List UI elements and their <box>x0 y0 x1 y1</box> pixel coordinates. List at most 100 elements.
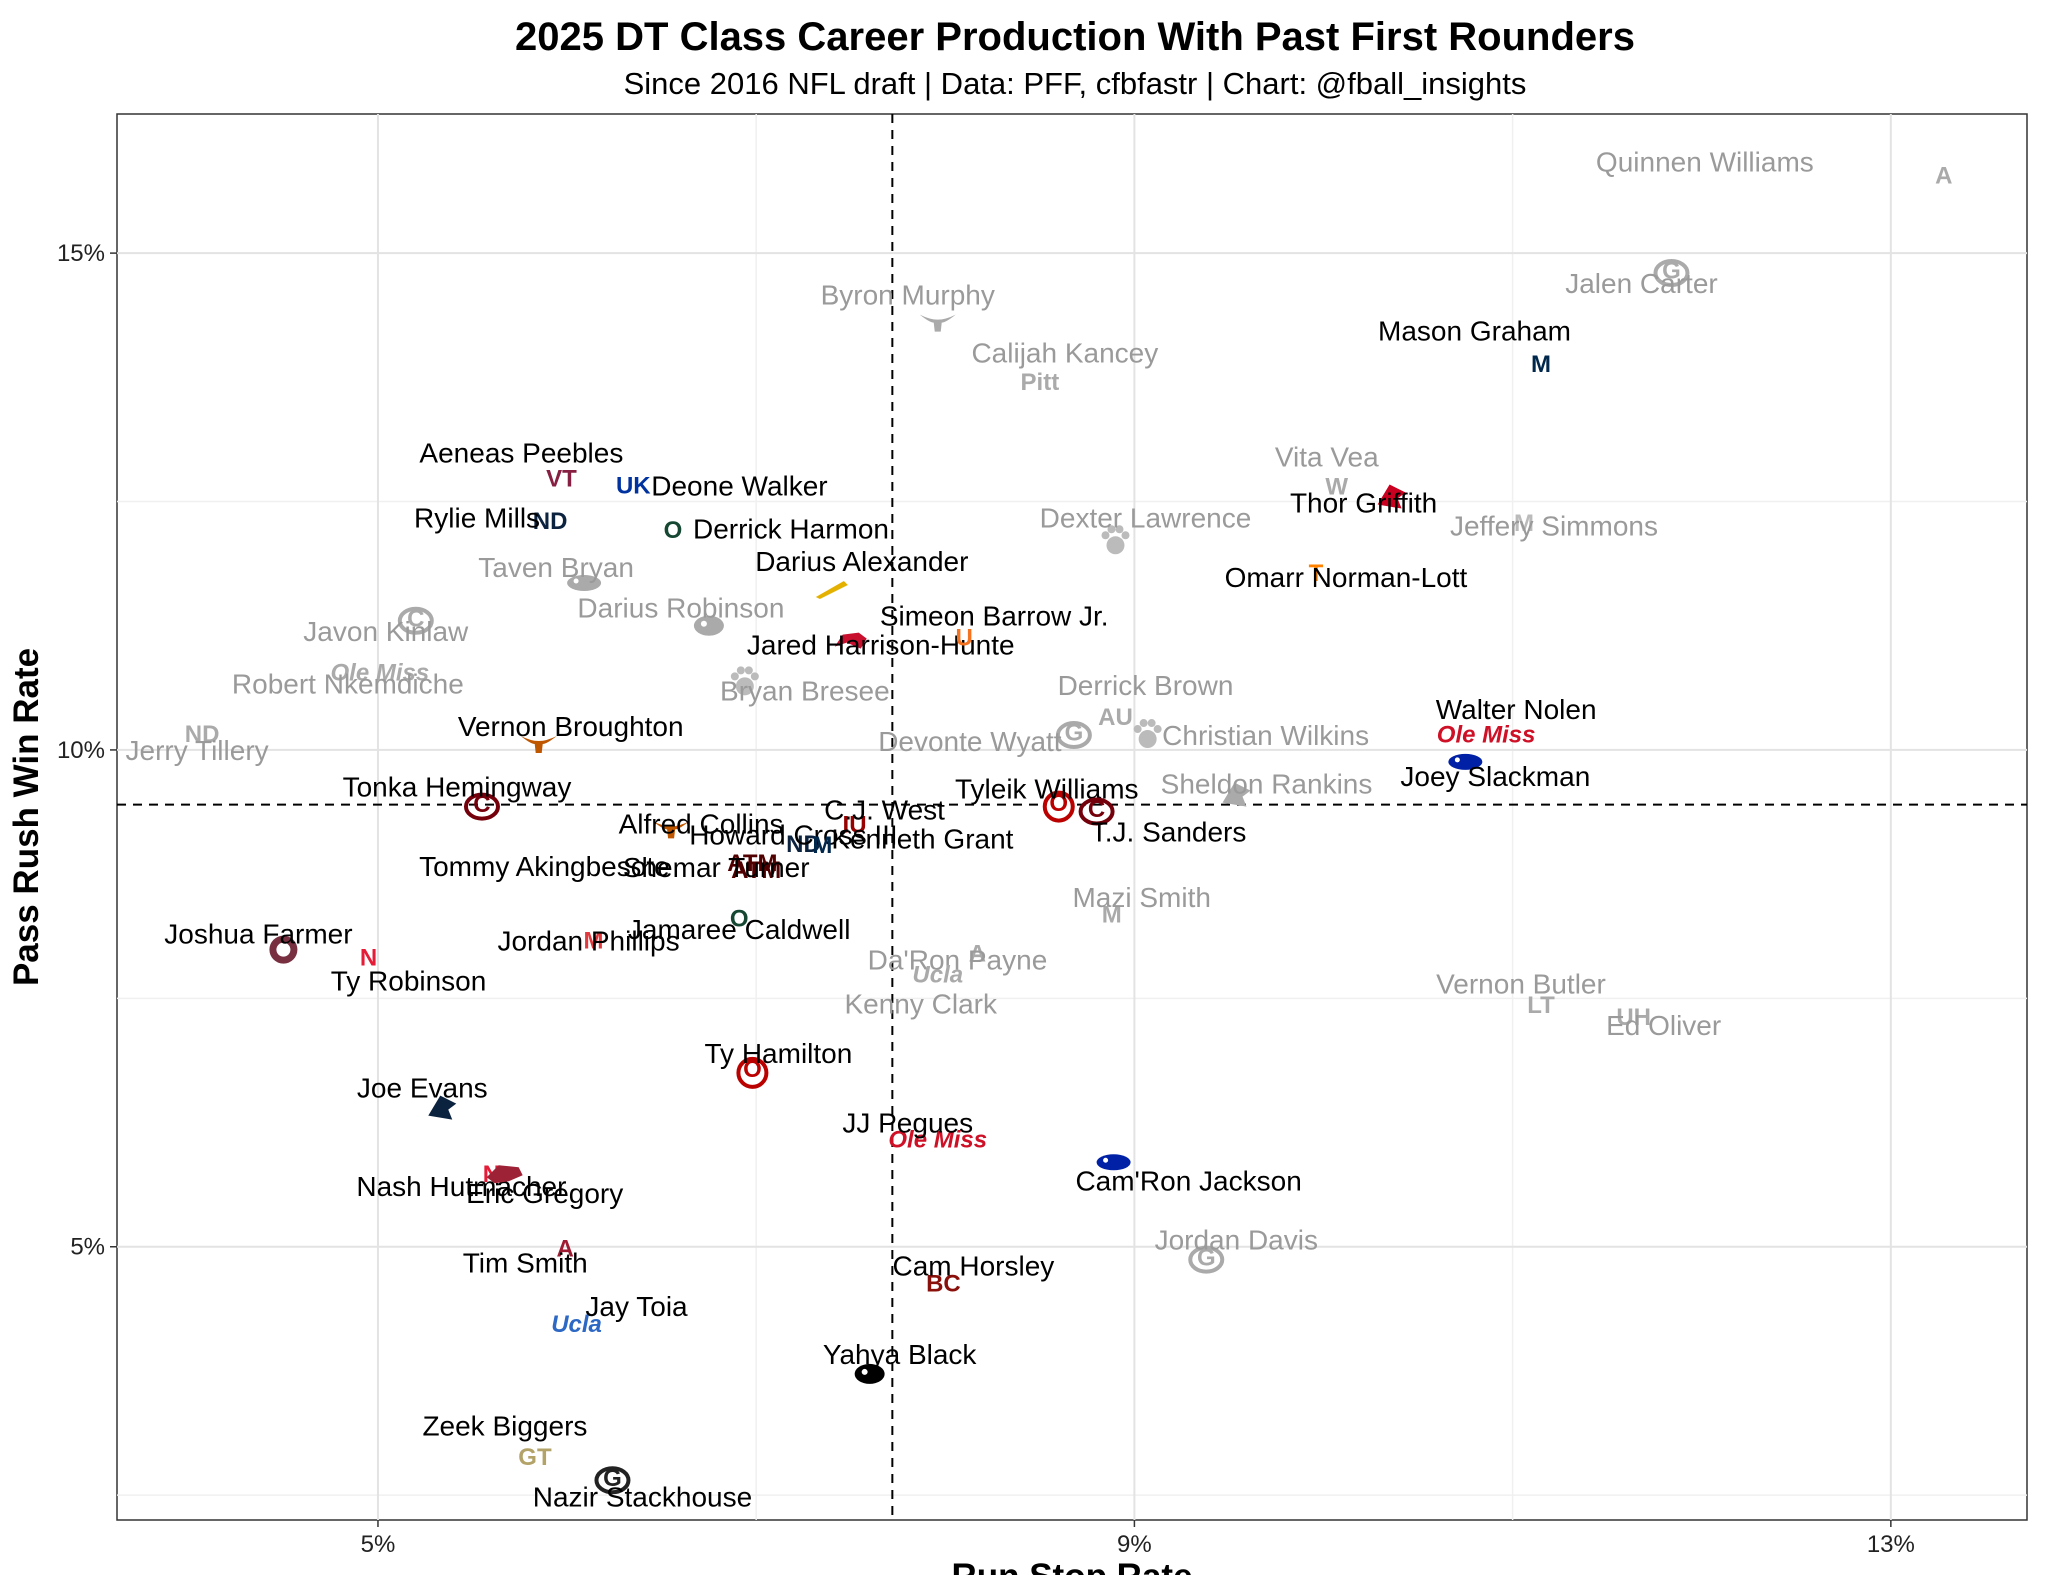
logo-glyph: T <box>1309 560 1324 587</box>
school-logo-icon: UH <box>1616 1004 1651 1031</box>
chart-subtitle: Since 2016 NFL draft | Data: PFF, cfbfas… <box>624 66 1527 101</box>
logo-glyph: G <box>1065 720 1084 747</box>
logo-glyph: M <box>812 832 832 859</box>
logo-shape <box>573 578 579 584</box>
school-logo-icon: G <box>594 1465 631 1495</box>
logo-glyph: W <box>1325 473 1348 500</box>
point-label: Christian Wilkins <box>1162 720 1369 751</box>
logo-glyph: A <box>1935 162 1952 189</box>
school-logo-icon: IU <box>843 811 867 838</box>
school-logo-icon <box>815 580 848 599</box>
school-logo-icon: G <box>1653 258 1690 287</box>
logo-glyph: UK <box>616 472 651 499</box>
point-label: Jamaree Caldwell <box>628 914 851 945</box>
logo-glyph: IU <box>843 811 867 838</box>
point-label: Zeek Biggers <box>422 1410 587 1441</box>
school-logo-icon: M <box>1514 510 1534 537</box>
point-label: Vita Vea <box>1275 442 1379 473</box>
school-logo-icon: A <box>557 1236 574 1263</box>
point-label: Da'Ron Payne <box>868 945 1048 976</box>
y-tick-label: 15% <box>57 240 105 267</box>
logo-shape <box>653 821 690 839</box>
school-logo-icon <box>1448 753 1483 770</box>
logo-glyph: ATM <box>731 857 781 884</box>
school-logo-icon <box>919 314 956 332</box>
school-logo-icon <box>1133 719 1162 749</box>
logo-shape <box>736 666 745 675</box>
logo-shape <box>854 1363 885 1384</box>
point-label: Joshua Farmer <box>164 919 352 950</box>
logo-glyph: A <box>557 1236 574 1263</box>
logo-shape <box>1106 536 1125 555</box>
logo-glyph: Ole Miss <box>1437 721 1536 748</box>
point-label: Jordan Davis <box>1155 1225 1318 1256</box>
logo-shape <box>1454 757 1460 763</box>
x-tick-label: 5% <box>361 1531 396 1558</box>
school-logo-icon: A <box>1935 162 1952 189</box>
logo-glyph: ND <box>786 831 821 858</box>
logo-glyph: VT <box>546 465 577 492</box>
point-label: Devonte Wyatt <box>878 726 1062 757</box>
reference-lines <box>117 114 2027 1520</box>
school-logo-icon <box>834 632 867 649</box>
point-label: Jay Toia <box>585 1291 688 1322</box>
logo-shape <box>1188 1245 1225 1274</box>
point-label: Taven Bryan <box>478 552 634 583</box>
logo-shape <box>1138 730 1157 749</box>
logo-shape <box>1107 525 1116 534</box>
school-logo-icon: UK <box>616 472 651 499</box>
school-logo-icon: Ole Miss <box>888 1127 987 1154</box>
point-label: Joey Slackman <box>1400 761 1590 792</box>
logo-shape <box>1653 258 1690 287</box>
school-logo-icon: Ucla <box>912 961 963 988</box>
point-label: Yahya Black <box>823 1339 978 1370</box>
logo-shape <box>815 580 848 599</box>
logo-shape <box>1103 1157 1109 1163</box>
logo-glyph: C <box>407 605 424 632</box>
logo-glyph: Ucla <box>551 1311 602 1338</box>
point-label: Ed Oliver <box>1606 1010 1721 1041</box>
point-label: Darius Alexander <box>755 546 968 577</box>
point-label: Byron Murphy <box>821 280 995 311</box>
school-logo-icon: ATM <box>731 857 781 884</box>
point-label: Bryan Bresee <box>720 675 890 706</box>
point-label: Howard Cross III <box>689 819 898 850</box>
point-label: Jalen Carter <box>1565 268 1718 299</box>
point-label: Alfred Collins <box>619 808 784 839</box>
logo-shape <box>730 672 739 681</box>
point-label: Cam'Ron Jackson <box>1075 1165 1301 1196</box>
school-logo-icon: T <box>1309 560 1324 587</box>
school-logo-icon <box>1377 484 1406 509</box>
point-label: Kenny Clark <box>844 988 998 1019</box>
logo-shape <box>276 942 291 957</box>
logo-shape <box>1139 719 1148 728</box>
logo-shape <box>834 632 867 649</box>
school-logo-icon <box>1096 1154 1131 1171</box>
school-logo-icon: C <box>1078 796 1115 826</box>
logo-glyph: ND <box>185 721 220 748</box>
point-label: Nazir Stackhouse <box>533 1481 752 1512</box>
school-logo-icon: LT <box>1527 992 1555 1019</box>
y-axis-title: Pass Rush Win Rate <box>7 648 46 986</box>
point-label: Thor Griffith <box>1290 488 1437 519</box>
school-logo-icon: Pitt <box>1021 369 1060 396</box>
point-label: Ty Hamilton <box>704 1038 852 1069</box>
logo-shape <box>750 672 759 681</box>
point-label: Jordan Phillips <box>497 926 679 957</box>
x-tick-label: 13% <box>1867 1531 1915 1558</box>
logo-glyph: LT <box>1527 992 1555 1019</box>
point-label: Darius Robinson <box>577 593 784 624</box>
logo-shape <box>1115 525 1124 534</box>
logo-shape <box>693 615 724 636</box>
logo-glyph: C <box>473 791 490 818</box>
logo-glyph: U <box>956 624 973 651</box>
school-logo-icon <box>428 1095 457 1120</box>
point-label: T.J. Sanders <box>1091 817 1247 848</box>
logo-glyph: M <box>1531 351 1551 378</box>
point-label: Cam Horsley <box>892 1251 1054 1282</box>
school-logo-icon: U <box>956 624 973 651</box>
point-label: Tonka Hemingway <box>343 772 572 803</box>
point-label: Mason Graham <box>1378 315 1571 346</box>
point-label: Omarr Norman-Lott <box>1225 562 1468 593</box>
